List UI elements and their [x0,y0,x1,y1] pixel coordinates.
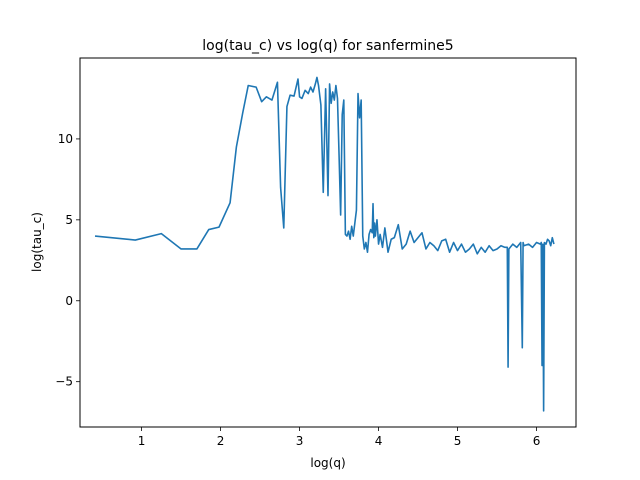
x-axis-label: log(q) [310,456,345,470]
y-axis-ticks: −5 0 5 10 [55,132,80,389]
x-tick-label: 6 [533,434,541,448]
x-tick-label: 5 [454,434,462,448]
series-line-group [94,76,555,412]
y-tick-label: −5 [55,375,73,389]
plot-area-frame [79,57,577,428]
y-tick-label: 5 [65,213,73,227]
x-tick-label: 2 [217,434,225,448]
x-tick-label: 3 [296,434,304,448]
x-axis-ticks: 1 2 3 4 5 6 [138,427,541,448]
y-axis-label: log(tau_c) [30,212,44,272]
chart-title: log(tau_c) vs log(q) for sanfermine5 [202,38,453,54]
x-tick-label: 4 [375,434,383,448]
y-tick-label: 0 [65,294,73,308]
x-tick-label: 1 [138,434,146,448]
y-tick-label: 10 [58,132,73,146]
series-line-0 [94,76,555,412]
